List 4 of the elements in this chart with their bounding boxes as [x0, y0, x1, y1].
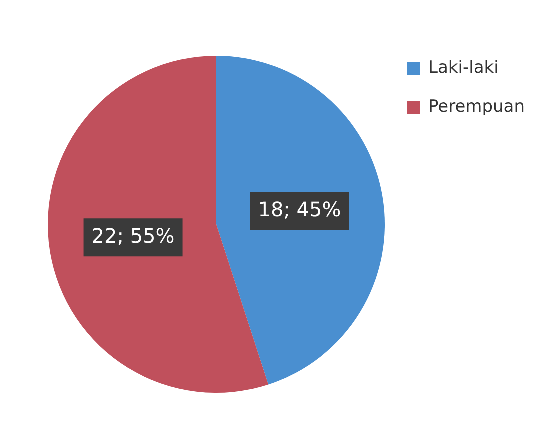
legend-label: Laki-laki — [428, 58, 499, 78]
data-label: 18; 45% — [258, 198, 342, 222]
legend-label: Perempuan — [428, 96, 526, 117]
data-label: 22; 55% — [92, 224, 175, 248]
